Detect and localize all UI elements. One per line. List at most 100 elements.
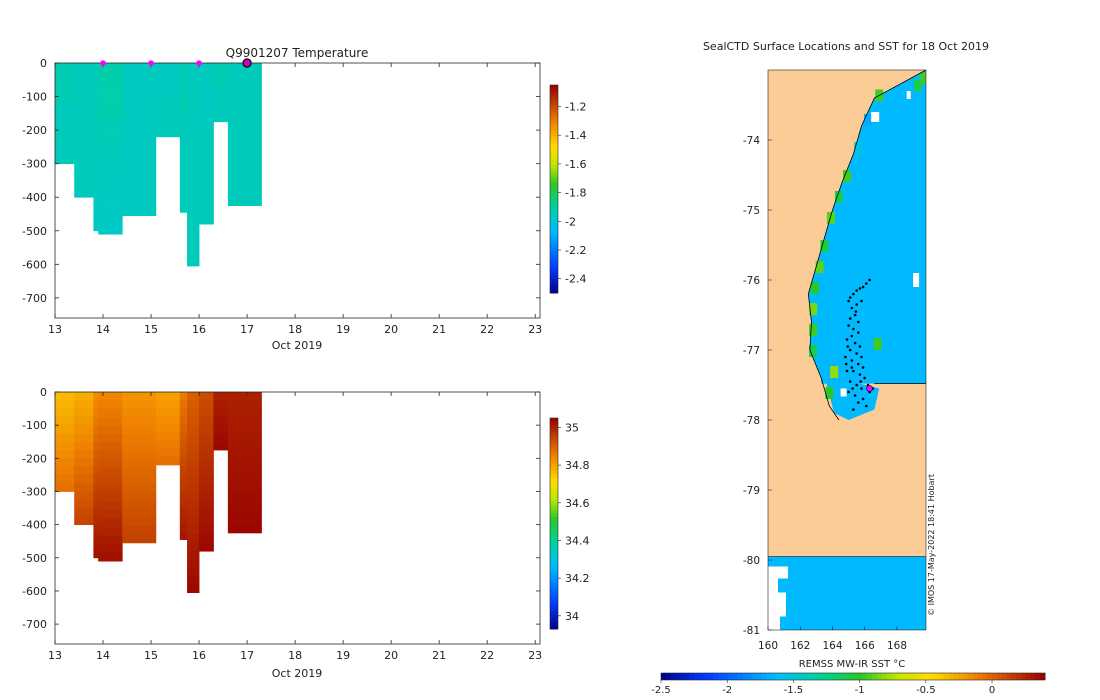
colorbar-segment (550, 555, 558, 560)
colorbar-segment (953, 673, 960, 680)
section-cell (74, 79, 94, 89)
colorbar-segment (550, 474, 558, 479)
seal-position (865, 404, 868, 408)
section-cell (155, 71, 181, 80)
section-cell (155, 128, 181, 138)
section-cell (98, 225, 123, 235)
colorbar-tick-label: -1.6 (565, 158, 586, 171)
seal-position (858, 287, 862, 290)
seal-position (848, 317, 852, 320)
section-cell (187, 509, 200, 518)
colorbar-segment (848, 673, 854, 680)
section-cell (179, 79, 188, 89)
ocean-area (808, 70, 926, 384)
section-cell (98, 434, 123, 444)
section-cell (98, 518, 123, 528)
colorbar-segment (920, 673, 926, 680)
colorbar-tick-label: 35 (565, 421, 579, 434)
seal-position (860, 299, 863, 303)
section-cell (74, 458, 94, 468)
colorbar-segment (550, 484, 558, 489)
colorbar-segment (752, 673, 758, 680)
seal-position (847, 390, 850, 394)
section-cell (122, 105, 157, 115)
colorbar-segment (699, 673, 705, 680)
colorbar-segment (550, 467, 558, 472)
colorbar-segment (550, 576, 558, 581)
section-cell (187, 71, 200, 81)
section-cell (74, 113, 94, 123)
section-cell (122, 96, 157, 106)
seal-position (846, 345, 850, 348)
x-tick-label: 21 (432, 649, 446, 662)
colorbar-segment (737, 673, 744, 680)
colorbar-segment (934, 673, 940, 680)
section-cell (122, 509, 157, 519)
colorbar-segment (550, 579, 558, 584)
section-cell (227, 172, 262, 181)
section-cell (122, 400, 157, 410)
section-cell (93, 138, 99, 148)
y-tick-label: -400 (22, 519, 47, 532)
seal-position (845, 338, 849, 341)
lon-tick-label: 164 (822, 640, 842, 652)
seal-position (850, 334, 854, 338)
coastline (807, 70, 926, 421)
colorbar-segment (689, 673, 696, 680)
section-cell (122, 517, 157, 527)
colorbar-segment (550, 597, 558, 602)
colorbar-segment (973, 673, 979, 680)
section-cell (55, 96, 75, 106)
section-cell (74, 392, 94, 401)
x-tick-label: 14 (96, 649, 110, 662)
section-cell (179, 195, 188, 205)
section-cell (122, 130, 157, 140)
colorbar-segment (550, 185, 558, 190)
colorbar-segment (661, 673, 667, 680)
section-cell (213, 392, 229, 401)
section-cell (199, 408, 214, 418)
section-cell (98, 417, 123, 427)
colorbar-segment (550, 189, 558, 193)
colorbar-segment (939, 673, 945, 680)
colorbar-segment (550, 244, 558, 249)
colorbar-segment (723, 673, 729, 680)
section-cell (55, 392, 75, 401)
section-cell (187, 400, 200, 410)
section-cell (74, 408, 94, 418)
section-cell (98, 544, 123, 554)
salinity-section (55, 392, 262, 594)
colorbar-segment (896, 673, 902, 680)
section-cell (187, 534, 200, 543)
map-ticks: -74 -75 -76 -77 -78 -79 -80 -81 160 162 164 166 168 (743, 135, 907, 652)
colorbar-segment (550, 258, 558, 263)
colorbar-segment (550, 241, 558, 245)
section-cell (98, 105, 123, 115)
section-cell (98, 442, 123, 452)
section-cell (93, 408, 99, 418)
section-cell (122, 147, 157, 157)
section-cell (179, 162, 188, 172)
section-cell (187, 139, 200, 148)
section-cell (74, 155, 94, 165)
section-cell (55, 130, 75, 139)
section-cell (187, 232, 200, 242)
section-cell (187, 450, 200, 460)
colorbar-segment (670, 673, 676, 680)
section-cell (227, 197, 262, 206)
map-credit: © IMOS 17-May-2022 18:41 Hobart (927, 474, 936, 616)
section-cell (98, 148, 123, 158)
colorbar-segment (968, 673, 974, 680)
colorbar-segment (550, 282, 558, 287)
salinity-colorbar: 34 34.2 34.4 34.6 34.8 35 (549, 417, 590, 630)
section-cell (227, 400, 262, 409)
colorbar-segment (829, 673, 835, 680)
section-cell (199, 139, 214, 149)
section-cell (93, 474, 99, 484)
section-cell (199, 392, 214, 401)
colorbar-segment (718, 673, 724, 680)
colorbar-segment (550, 505, 558, 510)
seal-position (858, 373, 862, 376)
colorbar-segment (550, 237, 558, 242)
section-cell (98, 63, 123, 72)
